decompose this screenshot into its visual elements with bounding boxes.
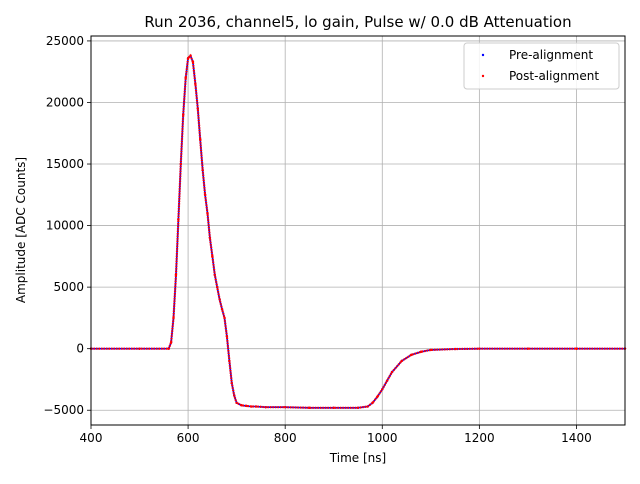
data-point-post-alignment — [526, 347, 530, 350]
y-tick-label: 25000 — [46, 34, 84, 48]
data-point-post-alignment — [356, 406, 360, 409]
y-tick-label: −5000 — [43, 403, 84, 417]
legend-label-post-alignment: Post-alignment — [509, 69, 599, 83]
data-point-post-alignment — [366, 405, 369, 408]
data-point-post-alignment — [264, 405, 267, 409]
data-point-post-alignment — [381, 388, 384, 391]
legend: Pre-alignment Post-alignment — [463, 42, 620, 90]
data-point-post-alignment — [199, 138, 202, 141]
data-point-post-alignment — [332, 406, 335, 409]
data-point-post-alignment — [230, 381, 233, 385]
data-point-post-alignment — [191, 60, 195, 64]
y-tick-label: 20000 — [46, 95, 84, 109]
data-point-post-alignment — [453, 347, 457, 351]
data-point-post-alignment — [390, 370, 394, 374]
data-point-post-alignment — [225, 335, 229, 338]
axis-ticks: 400 600 800 1000 1200 1400 −5000 0 5000 10000 1500… — [43, 34, 591, 445]
data-point-post-alignment — [410, 353, 413, 357]
data-point-post-alignment — [203, 193, 207, 197]
data-point-post-alignment — [233, 394, 236, 397]
series-post-alignment — [89, 53, 627, 409]
axes-frame — [90, 35, 626, 426]
data-point-post-alignment — [371, 401, 374, 405]
data-point-post-alignment — [235, 401, 238, 405]
data-point-post-alignment — [220, 308, 224, 311]
data-point-post-alignment — [196, 107, 199, 110]
y-axis-label: Amplitude [ADC Counts] — [14, 157, 28, 303]
chart-title: Run 2036, channel5, lo gain, Pulse w/ 0.… — [144, 13, 571, 31]
y-tick-label: 15000 — [46, 157, 84, 171]
data-point-post-alignment — [186, 56, 190, 60]
data-point-post-alignment — [250, 405, 253, 408]
data-point-post-alignment — [169, 341, 173, 344]
data-point-post-alignment — [167, 347, 170, 350]
data-point-post-alignment — [177, 218, 180, 221]
data-point-post-alignment — [211, 255, 214, 258]
legend-label-pre-alignment: Pre-alignment — [509, 48, 593, 62]
data-point-post-alignment — [283, 405, 287, 409]
data-point-post-alignment — [478, 347, 481, 350]
x-axis-label: Time [ns] — [329, 451, 386, 465]
data-point-post-alignment — [240, 404, 243, 407]
data-point-post-alignment — [201, 168, 204, 172]
data-point-post-alignment — [172, 316, 175, 320]
data-point-post-alignment — [184, 76, 187, 80]
data-point-post-alignment — [228, 359, 231, 363]
data-point-post-alignment — [179, 162, 183, 166]
data-point-post-alignment — [182, 113, 185, 116]
data-point-post-alignment — [213, 273, 216, 277]
x-tick-label: 1200 — [464, 431, 495, 445]
x-tick-label: 600 — [177, 431, 200, 445]
data-point-post-alignment — [245, 404, 248, 408]
data-point-post-alignment — [308, 406, 311, 409]
grid — [90, 36, 625, 425]
plot-data — [89, 53, 627, 409]
data-point-post-alignment — [194, 82, 197, 86]
data-point-post-alignment — [429, 348, 433, 352]
y-tick-label: 5000 — [53, 280, 84, 294]
x-tick-label: 1000 — [367, 431, 398, 445]
x-tick-label: 1400 — [561, 431, 592, 445]
data-point-post-alignment — [174, 273, 178, 277]
data-point-post-alignment — [419, 350, 423, 353]
data-point-post-alignment — [208, 236, 212, 240]
data-point-post-alignment — [189, 54, 192, 57]
data-point-post-alignment — [254, 405, 258, 408]
legend-marker-post-alignment — [481, 74, 485, 78]
data-point-post-alignment — [385, 379, 389, 382]
x-tick-label: 400 — [80, 431, 103, 445]
data-point-post-alignment — [218, 298, 221, 301]
data-point-post-alignment — [400, 359, 403, 363]
y-tick-label: 0 — [76, 342, 84, 356]
legend-marker-pre-alignment — [481, 53, 485, 57]
legend-box — [463, 42, 620, 90]
x-tick-label: 800 — [274, 431, 297, 445]
data-point-post-alignment — [376, 395, 379, 398]
data-point-post-alignment — [223, 316, 226, 320]
data-point-post-alignment — [216, 285, 219, 289]
data-point-post-alignment — [575, 347, 578, 350]
y-tick-label: 10000 — [46, 219, 84, 233]
data-point-post-alignment — [206, 212, 209, 215]
data-point-post-alignment — [138, 347, 141, 350]
